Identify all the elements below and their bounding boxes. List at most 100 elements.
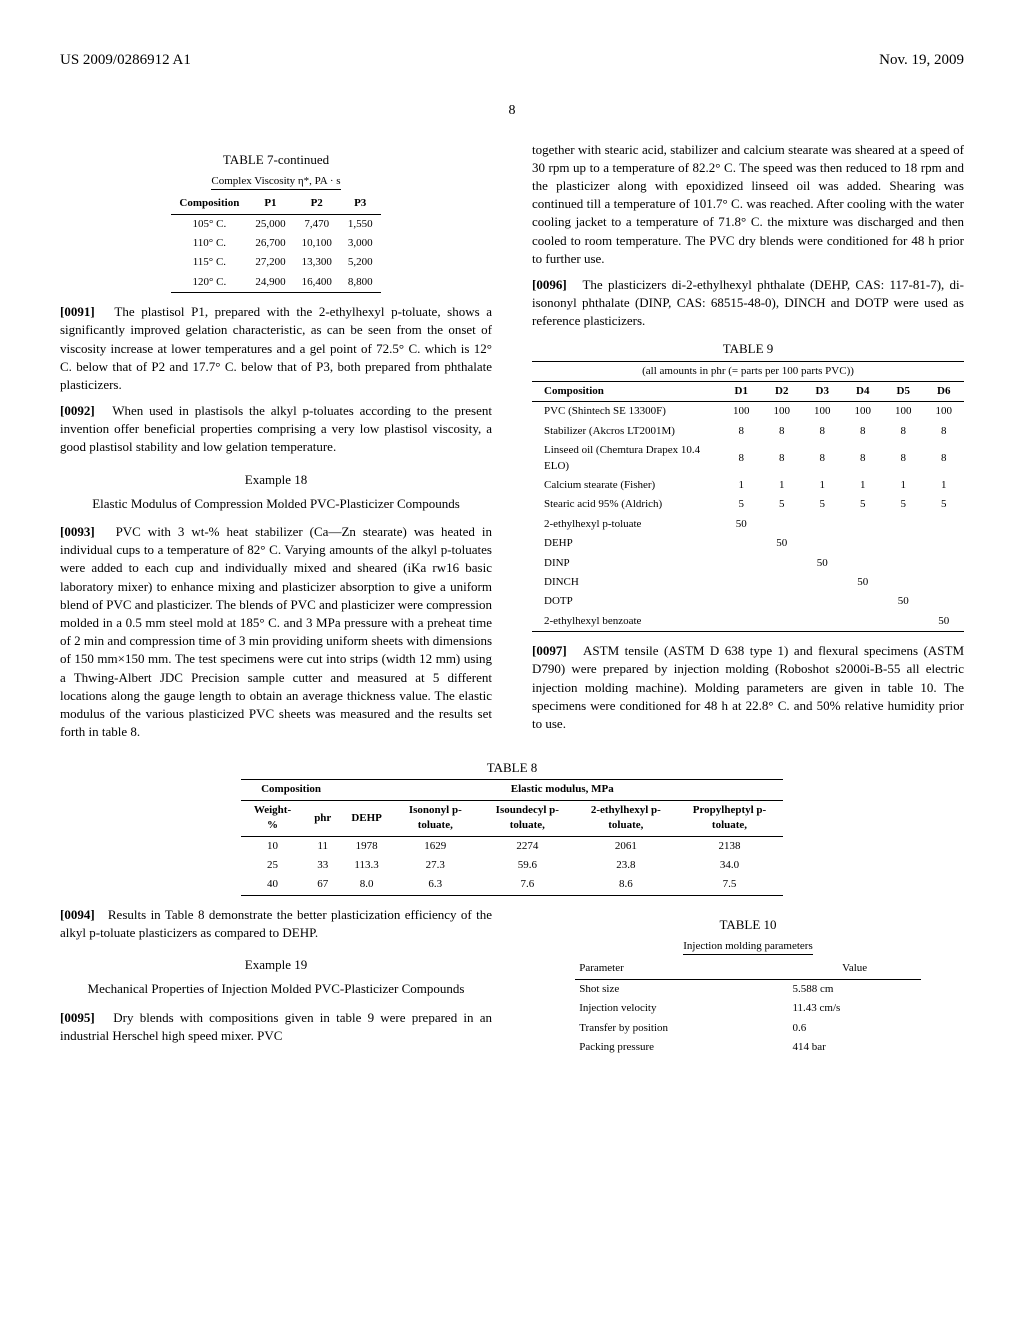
t9-r6c0: DEHP bbox=[532, 534, 721, 553]
para-0097-text: ASTM tensile (ASTM D 638 type 1) and fle… bbox=[532, 643, 964, 731]
t9-r3c5: 1 bbox=[883, 476, 924, 495]
t9-r0c2: 100 bbox=[762, 402, 803, 422]
t8-r0c6: 2138 bbox=[676, 836, 783, 856]
t8-col0: Weight-% bbox=[241, 800, 304, 836]
right-column-2: TABLE 10 Injection molding parameters Pa… bbox=[532, 906, 964, 1068]
t9-r0c4: 100 bbox=[843, 402, 884, 422]
t9-col0: Composition bbox=[532, 382, 721, 402]
t9-r5c5 bbox=[883, 515, 924, 534]
t7-r0c2: 7,470 bbox=[294, 214, 340, 234]
t8-r1c6: 34.0 bbox=[676, 856, 783, 875]
t9-r8c1 bbox=[721, 573, 762, 592]
table9: (all amounts in phr (= parts per 100 par… bbox=[532, 361, 964, 632]
t7-r0c1: 25,000 bbox=[247, 214, 293, 234]
t9-r9c6 bbox=[924, 592, 965, 611]
para-0091-text: The plastisol P1, prepared with the 2-et… bbox=[60, 304, 492, 392]
para-0095-cont: together with stearic acid, stabilizer a… bbox=[532, 141, 964, 268]
t9-col2: D2 bbox=[762, 382, 803, 402]
t9-r1c2: 8 bbox=[762, 422, 803, 441]
t9-r8c2 bbox=[762, 573, 803, 592]
left-column: TABLE 7-continued Complex Viscosity η*, … bbox=[60, 141, 492, 750]
t9-r4c1: 5 bbox=[721, 495, 762, 514]
table9-subtitle: (all amounts in phr (= parts per 100 par… bbox=[532, 361, 964, 381]
table7-col3: P3 bbox=[340, 194, 381, 214]
para-0092-num: [0092] bbox=[60, 403, 95, 418]
t9-r3c4: 1 bbox=[843, 476, 884, 495]
t9-r10c5 bbox=[883, 612, 924, 632]
t9-r10c3 bbox=[802, 612, 843, 632]
t7-r2c2: 13,300 bbox=[294, 253, 340, 272]
t7-r3c3: 8,800 bbox=[340, 273, 381, 293]
t9-r6c3 bbox=[802, 534, 843, 553]
t9-r2c4: 8 bbox=[843, 441, 884, 476]
table9-title: TABLE 9 bbox=[532, 340, 964, 358]
t9-r1c1: 8 bbox=[721, 422, 762, 441]
t9-r2c6: 8 bbox=[924, 441, 965, 476]
t9-r8c5 bbox=[883, 573, 924, 592]
example19-title: Example 19 bbox=[60, 956, 492, 974]
t8-r1c2: 113.3 bbox=[341, 856, 392, 875]
t10-r3c0: Packing pressure bbox=[575, 1038, 762, 1057]
table10: Parameter Value Shot size5.588 cm Inject… bbox=[575, 959, 921, 1057]
t9-r2c0: Linseed oil (Chemtura Drapex 10.4 ELO) bbox=[532, 441, 721, 476]
t7-r3c0: 120° C. bbox=[171, 273, 247, 293]
para-0094: [0094] Results in Table 8 demonstrate th… bbox=[60, 906, 492, 942]
t9-r4c4: 5 bbox=[843, 495, 884, 514]
para-0091: [0091] The plastisol P1, prepared with t… bbox=[60, 303, 492, 394]
t8-r0c4: 2274 bbox=[479, 836, 576, 856]
t9-r5c6 bbox=[924, 515, 965, 534]
t8-r2c1: 67 bbox=[304, 875, 341, 895]
t9-r5c1: 50 bbox=[721, 515, 762, 534]
left-column-2: [0094] Results in Table 8 demonstrate th… bbox=[60, 906, 492, 1068]
t9-r8c3 bbox=[802, 573, 843, 592]
t10-r0c1: 5.588 cm bbox=[762, 979, 920, 999]
table7-col2: P2 bbox=[294, 194, 340, 214]
para-0095: [0095] Dry blends with compositions give… bbox=[60, 1009, 492, 1045]
t9-r0c6: 100 bbox=[924, 402, 965, 422]
t9-r4c3: 5 bbox=[802, 495, 843, 514]
t9-r8c0: DINCH bbox=[532, 573, 721, 592]
t8-r1c1: 33 bbox=[304, 856, 341, 875]
t10-r0c0: Shot size bbox=[575, 979, 762, 999]
para-0093-num: [0093] bbox=[60, 524, 95, 539]
t7-r2c1: 27,200 bbox=[247, 253, 293, 272]
example18-subtitle: Elastic Modulus of Compression Molded PV… bbox=[60, 495, 492, 513]
t10-r1c1: 11.43 cm/s bbox=[762, 999, 920, 1018]
t9-r4c0: Stearic acid 95% (Aldrich) bbox=[532, 495, 721, 514]
para-0091-num: [0091] bbox=[60, 304, 95, 319]
t9-r5c4 bbox=[843, 515, 884, 534]
t7-r0c3: 1,550 bbox=[340, 214, 381, 234]
t9-r4c5: 5 bbox=[883, 495, 924, 514]
t10-r1c0: Injection velocity bbox=[575, 999, 762, 1018]
t9-r10c0: 2-ethylhexyl benzoate bbox=[532, 612, 721, 632]
t8-r0c1: 11 bbox=[304, 836, 341, 856]
t8-r0c5: 2061 bbox=[576, 836, 676, 856]
t8-r0c0: 10 bbox=[241, 836, 304, 856]
t8-col1: phr bbox=[304, 800, 341, 836]
t9-r7c3: 50 bbox=[802, 554, 843, 573]
table7: Composition P1 P2 P3 105° C. 25,000 7,47… bbox=[171, 194, 380, 293]
t9-col5: D5 bbox=[883, 382, 924, 402]
t8-r1c0: 25 bbox=[241, 856, 304, 875]
t7-r3c2: 16,400 bbox=[294, 273, 340, 293]
table10-title: TABLE 10 bbox=[532, 916, 964, 934]
t7-r1c1: 26,700 bbox=[247, 234, 293, 253]
t9-r5c0: 2-ethylhexyl p-toluate bbox=[532, 515, 721, 534]
pub-number: US 2009/0286912 A1 bbox=[60, 50, 191, 71]
t7-r1c2: 10,100 bbox=[294, 234, 340, 253]
table7-col1: P1 bbox=[247, 194, 293, 214]
t9-r1c3: 8 bbox=[802, 422, 843, 441]
t9-r7c1 bbox=[721, 554, 762, 573]
t9-r8c6 bbox=[924, 573, 965, 592]
t10-r2c1: 0.6 bbox=[762, 1019, 920, 1038]
t9-r9c4 bbox=[843, 592, 884, 611]
para-0097: [0097] ASTM tensile (ASTM D 638 type 1) … bbox=[532, 642, 964, 733]
t9-r10c6: 50 bbox=[924, 612, 965, 632]
t7-r0c0: 105° C. bbox=[171, 214, 247, 234]
t9-col1: D1 bbox=[721, 382, 762, 402]
t9-r6c1 bbox=[721, 534, 762, 553]
t8-col4: Isoundecyl p-toluate, bbox=[479, 800, 576, 836]
t9-r1c4: 8 bbox=[843, 422, 884, 441]
t9-r7c2 bbox=[762, 554, 803, 573]
t9-r1c6: 8 bbox=[924, 422, 965, 441]
